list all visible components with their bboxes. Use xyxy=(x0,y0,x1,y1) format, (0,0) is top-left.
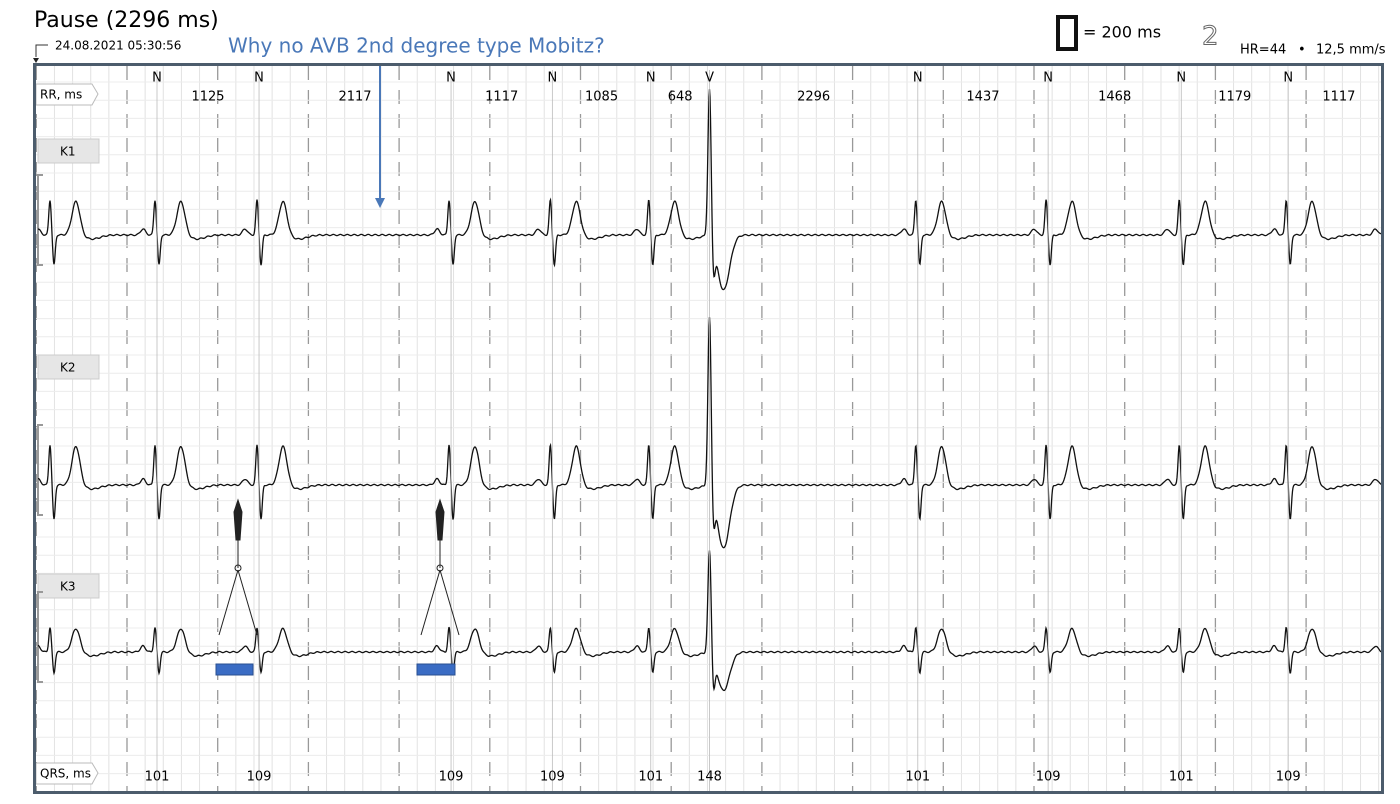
annotation-arrow xyxy=(375,66,385,208)
interval-marker xyxy=(215,663,254,676)
beat-labels: N 1125 101 N 2117 109 N 1117 109 N 1085 109 N 648 101 V… xyxy=(145,70,1355,791)
beat-type: N xyxy=(646,71,656,86)
page-number: 2 xyxy=(1202,22,1219,52)
beat-type: N xyxy=(1283,71,1293,86)
channel-bracket xyxy=(37,424,43,516)
qrs-value: 101 xyxy=(638,770,663,785)
beat-type: N xyxy=(254,71,264,86)
rr-value: 2296 xyxy=(797,90,830,105)
beat-type: N xyxy=(152,71,162,86)
channel-label: K3 xyxy=(60,580,76,594)
qrs-value: 109 xyxy=(1036,770,1061,785)
qrs-value: 109 xyxy=(247,770,272,785)
beat-type: N xyxy=(446,71,456,86)
qrs-value: 101 xyxy=(1169,770,1194,785)
qrs-value: 109 xyxy=(540,770,565,785)
annotation: Why no AVB 2nd degree type Mobitz? xyxy=(228,34,605,58)
strip-frame xyxy=(33,63,1384,794)
rr-value: 1437 xyxy=(966,90,999,105)
channel-tag xyxy=(37,354,100,380)
beat-type: N xyxy=(913,71,923,86)
channel-bracket xyxy=(37,174,43,266)
paper-speed: 12,5 mm/s xyxy=(1316,43,1386,58)
scale-icon xyxy=(1056,15,1078,51)
calipers xyxy=(218,498,460,636)
interval-marker xyxy=(416,663,456,676)
rr-value: 1179 xyxy=(1218,90,1251,105)
qrs-label: QRS, ms xyxy=(40,767,91,781)
rr-value: 1468 xyxy=(1098,90,1131,105)
qrs-value: 101 xyxy=(905,770,930,785)
rr-value: 1117 xyxy=(1322,90,1355,105)
qrs-value: 101 xyxy=(145,770,170,785)
title: Pause (2296 ms) xyxy=(34,8,219,33)
channel-label: K1 xyxy=(60,145,76,159)
time-marker-tip xyxy=(33,58,39,63)
beat-type: N xyxy=(1176,71,1186,86)
rr-value: 2117 xyxy=(338,90,371,105)
beat-type: N xyxy=(1043,71,1053,86)
grid xyxy=(35,66,1381,791)
channel-tag xyxy=(37,573,100,599)
channel-tag xyxy=(37,138,100,164)
heart-rate: HR=44 xyxy=(1240,43,1286,58)
qrs-value: 148 xyxy=(697,770,722,785)
rr-value: 1085 xyxy=(585,90,618,105)
timestamp: 24.08.2021 05:30:56 xyxy=(55,39,181,53)
beat-type: N xyxy=(547,71,557,86)
rr-value: 1117 xyxy=(485,90,518,105)
scale-legend: = 200 ms xyxy=(1083,23,1161,42)
rr-value: 1125 xyxy=(191,90,224,105)
separator: • xyxy=(1298,43,1306,58)
qrs-value: 109 xyxy=(439,770,464,785)
time-marker xyxy=(35,44,48,57)
rr-label: RR, ms xyxy=(40,88,82,102)
channel-label: K2 xyxy=(60,361,76,375)
beat-type: V xyxy=(705,71,714,86)
qrs-value: 109 xyxy=(1276,770,1301,785)
channel-bracket xyxy=(37,591,43,683)
rr-value: 648 xyxy=(668,90,693,105)
